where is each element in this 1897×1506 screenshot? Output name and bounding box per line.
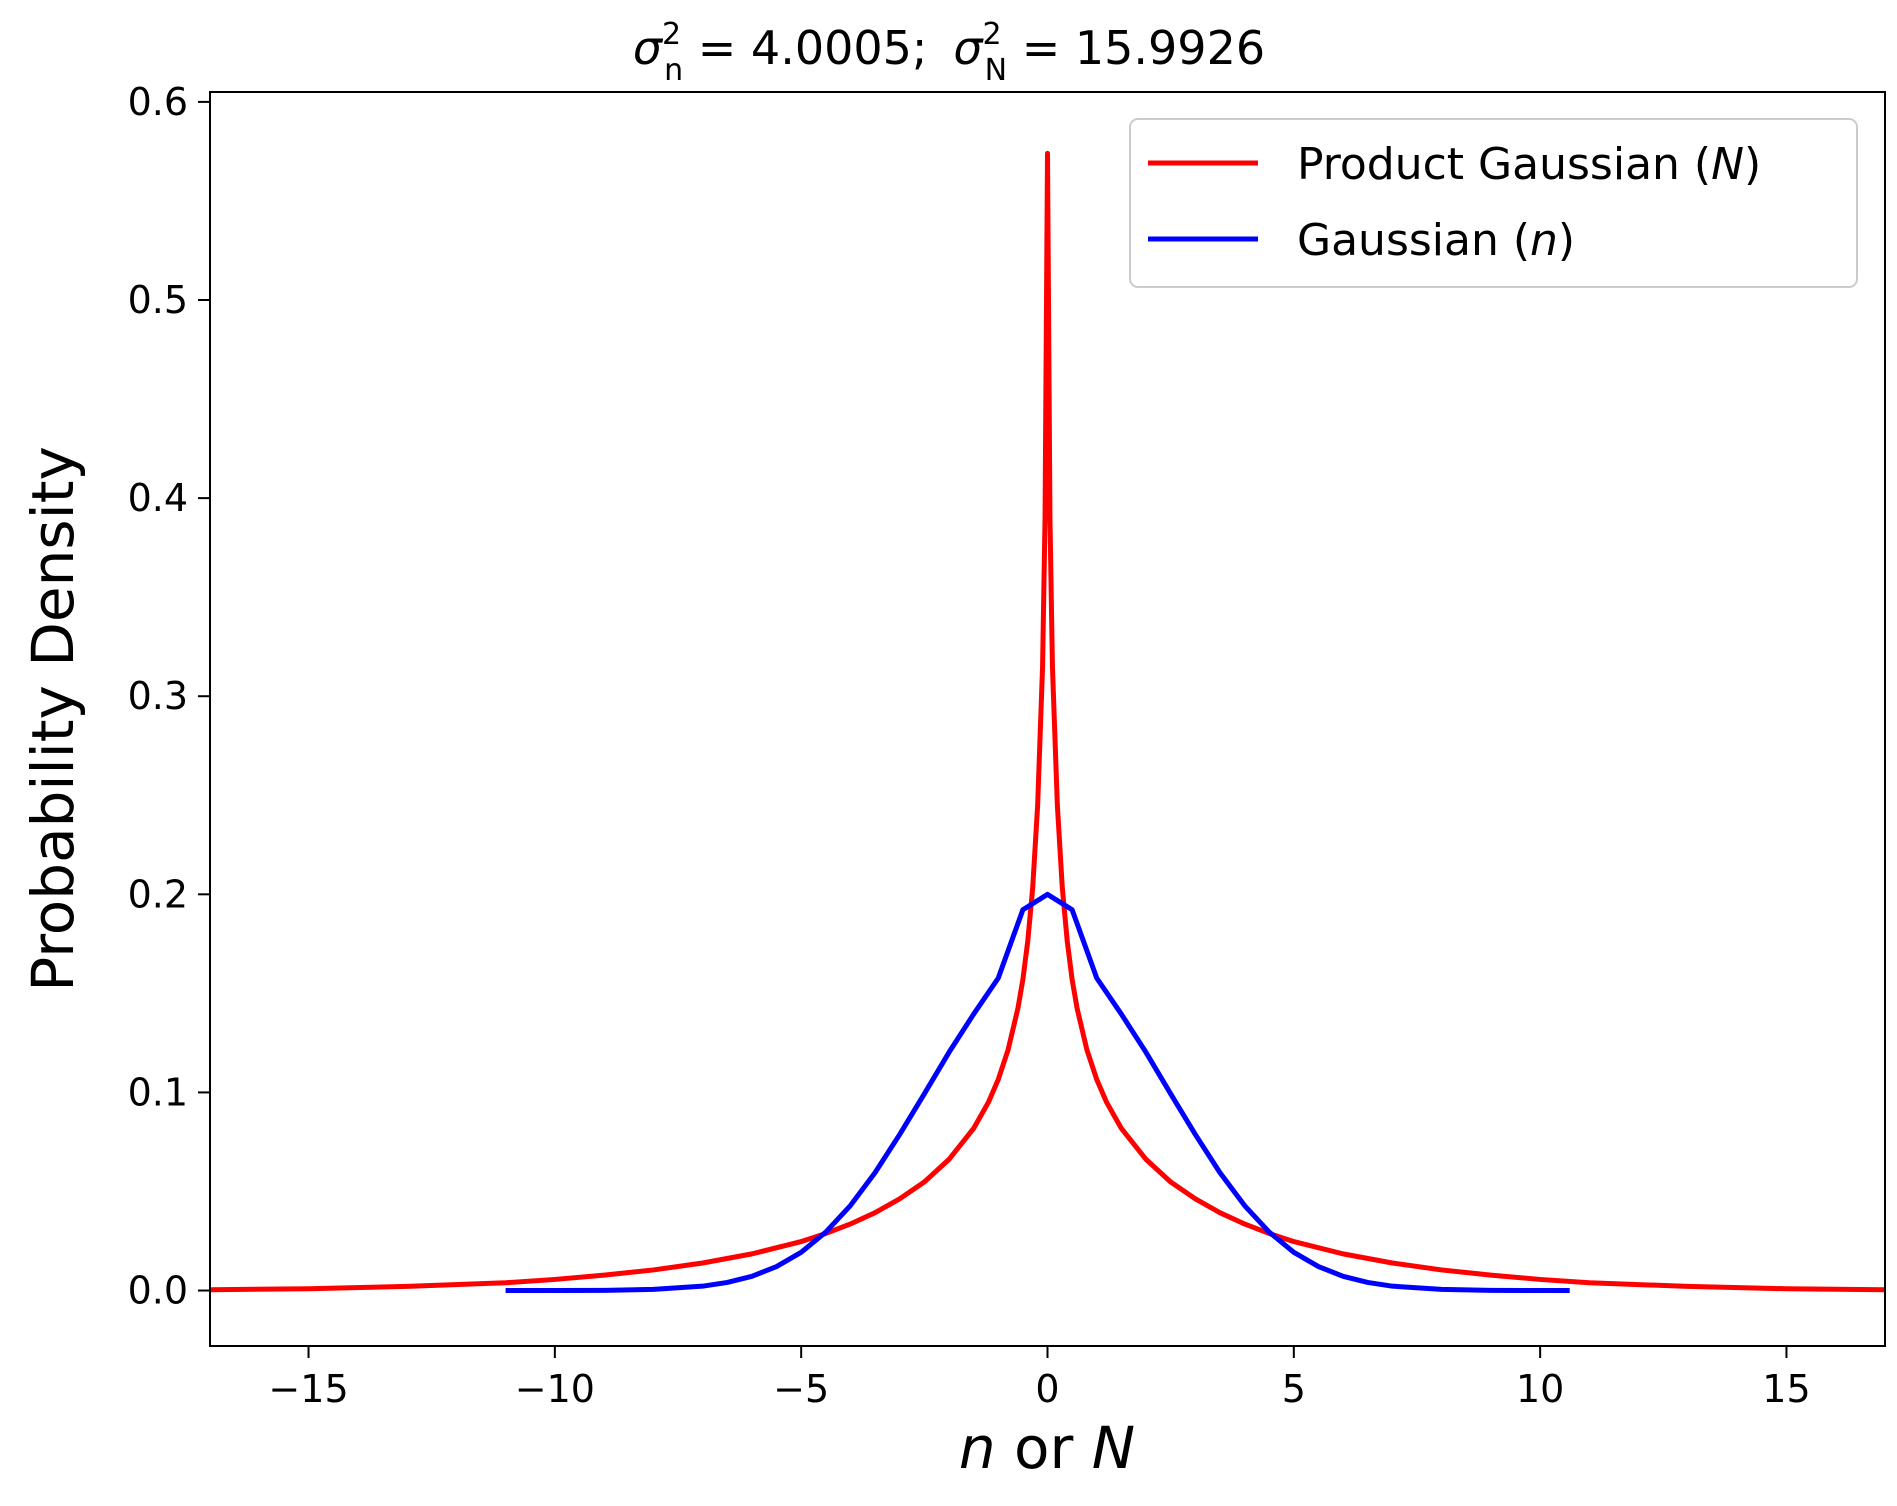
series-layer — [210, 150, 1885, 1294]
y-tick-label-0: 0.0 — [128, 1269, 188, 1313]
plot-frame — [209, 91, 1886, 1347]
y-axis-title: Probability Density — [19, 446, 87, 992]
y-tick-label-2: 0.2 — [128, 872, 188, 916]
y-tick-label-6: 0.6 — [128, 80, 188, 124]
x-tick-label-1: −10 — [515, 1367, 595, 1411]
legend-label-product-gaussian: Product Gaussian (N) — [1297, 139, 1761, 190]
x-tick-label-6: 15 — [1762, 1367, 1810, 1411]
legend: Product Gaussian (N) Gaussian (n) — [1129, 118, 1858, 288]
x-axis-title: n or N — [959, 1414, 1135, 1482]
y-tick-label-3: 0.3 — [128, 674, 188, 718]
legend-frame — [1129, 118, 1858, 288]
series-line-gaussian — [505, 891, 1570, 1294]
x-tick-label-5: 10 — [1516, 1367, 1564, 1411]
x-tick-label-3: 0 — [1035, 1367, 1059, 1411]
chart-title: σ2 n = 4.0005; σ2 N = 15.9926 — [633, 17, 1265, 88]
x-tick-label-4: 5 — [1282, 1367, 1306, 1411]
series-line-product-gaussian — [210, 150, 1885, 1293]
x-tick-label-2: −5 — [773, 1367, 829, 1411]
legend-label-gaussian: Gaussian (n) — [1297, 215, 1575, 266]
x-tick-label-0: −15 — [268, 1367, 348, 1411]
y-tick-label-4: 0.4 — [128, 476, 188, 520]
y-tick-label-1: 0.1 — [128, 1070, 188, 1114]
ticks-layer: −15 −10 −5 0 5 10 15 0.0 0.1 0.2 0.3 0.4 0.5 0.6 — [128, 80, 1811, 1411]
y-tick-label-5: 0.5 — [128, 278, 188, 322]
